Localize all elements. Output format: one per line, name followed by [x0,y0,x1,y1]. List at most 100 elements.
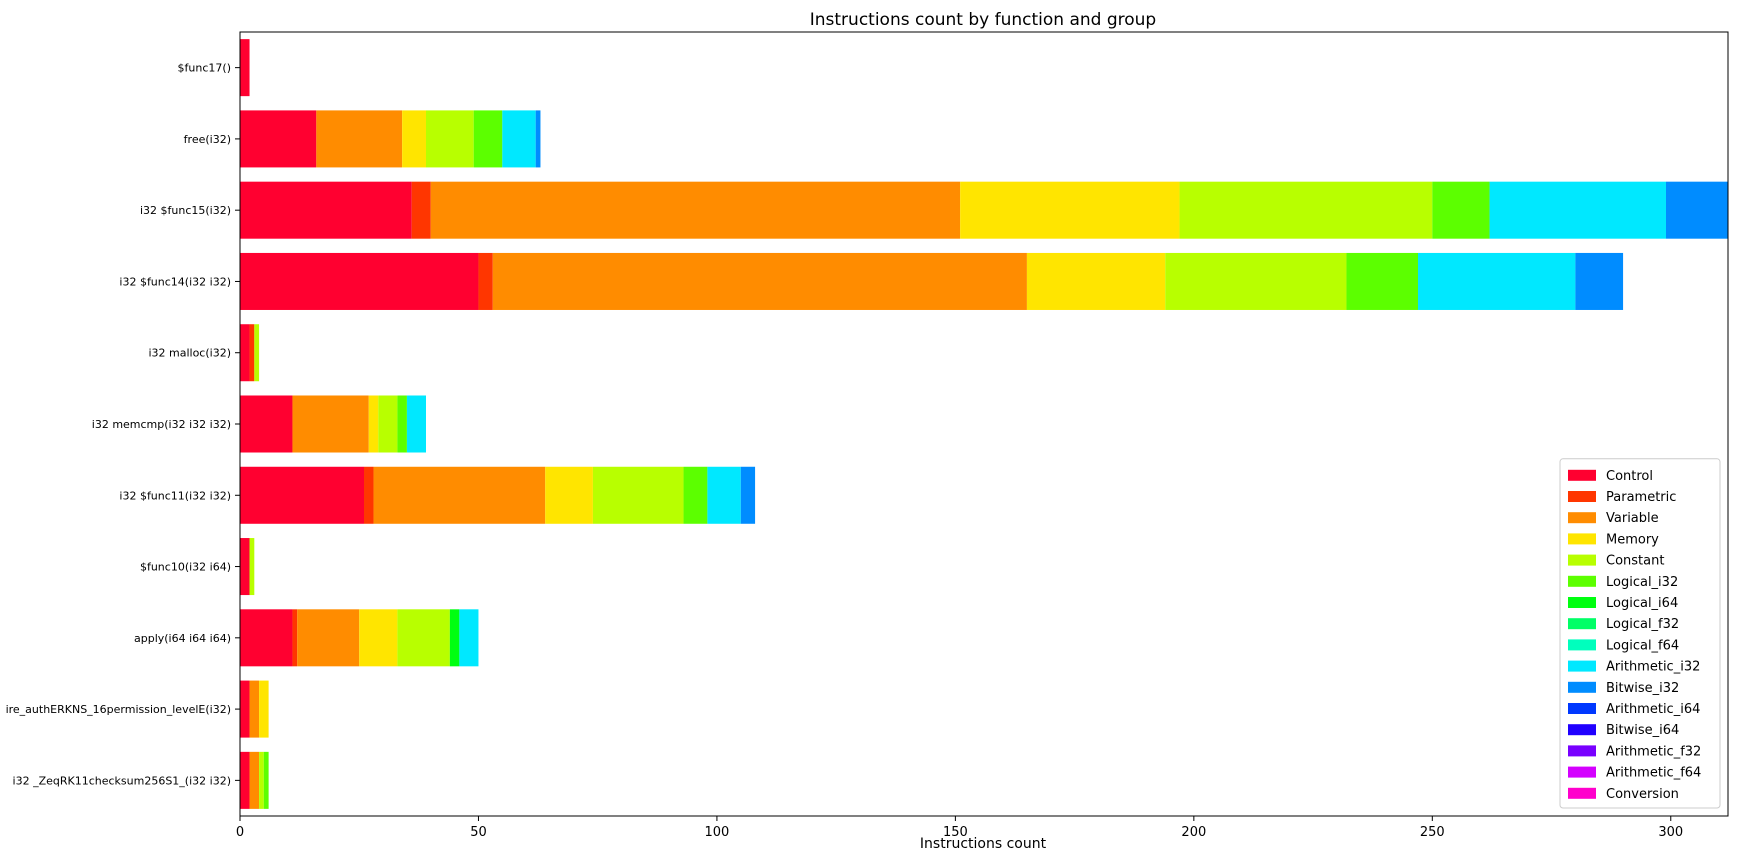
y-tick-label: ire_authERKNS_16permission_levelE(i32) [6,703,231,716]
legend-swatch [1568,660,1596,672]
y-tick-label: $func10(i32 i64) [140,561,231,574]
bar-segment [373,466,546,524]
legend-label: Memory [1606,532,1659,547]
legend-box [1559,458,1721,809]
bar-segment [240,324,250,382]
bar-segment [402,110,426,168]
bar-segment [364,466,374,524]
bar-segment [240,395,293,453]
bar-segment [1165,252,1347,310]
legend-label: Arithmetic_f32 [1606,744,1701,759]
legend-label: Bitwise_i64 [1606,723,1679,738]
legend-swatch [1568,766,1596,778]
legend-swatch [1568,618,1596,630]
legend-label: Logical_i64 [1606,596,1678,611]
legend-label: Variable [1606,511,1659,526]
bar-segment [240,181,412,239]
bar-segment [545,466,593,524]
bar-segment [535,110,541,168]
legend-swatch [1568,554,1596,566]
legend-label: Constant [1606,554,1664,569]
x-tick-label: 250 [1420,825,1445,840]
x-axis-ticks: 0 50 100 150 200 250 300 [236,816,1683,840]
legend-swatch [1568,512,1596,524]
y-axis-ticks: $func17() free(i32) i32 $func15(i32) i32 $f… [6,62,240,787]
bar-segment [292,395,369,453]
bar-segment [249,751,260,809]
bar-segment [259,680,269,738]
y-tick-label: i32 $func14(i32 i32) [119,275,231,288]
bar-segment [249,324,255,382]
bar-segment [240,609,293,667]
bar-segment [1418,252,1576,310]
bar-segment [492,252,1027,310]
y-tick-label: i32 _ZeqRK11checksum256S1_(i32 i32) [13,774,231,787]
legend-label: Conversion [1606,787,1679,802]
legend-swatch [1568,724,1596,736]
bar-segment [249,538,255,596]
legend-swatch [1568,533,1596,545]
bars-layer [240,39,1728,809]
bar-segment [378,395,398,453]
legend-swatch [1568,787,1596,799]
legend-label: Logical_f64 [1606,638,1679,653]
bar-segment [473,110,503,168]
bar-segment [1432,181,1490,239]
bar-segment [359,609,398,667]
bar-segment [397,395,407,453]
legend-swatch [1568,491,1596,502]
bar-segment [740,466,756,524]
bar-segment [254,324,260,382]
y-tick-label: i32 $func11(i32 i32) [119,489,231,502]
bar-segment [263,751,269,809]
legend-label: Parametric [1606,490,1676,505]
legend-swatch [1568,575,1596,587]
x-tick-label: 200 [1181,825,1206,840]
bar-segment [1666,181,1728,239]
bar-segment [478,252,493,310]
bar-segment [240,538,250,596]
legend-label: Logical_f32 [1606,617,1679,632]
bar-segment [592,466,684,524]
bar-segment [249,680,260,738]
bar-segment [1489,181,1666,239]
bar-segment [240,466,364,524]
legend-swatch [1568,681,1596,693]
legend-label: Logical_i32 [1606,575,1678,590]
legend-swatch [1568,703,1596,714]
legend-label: Bitwise_i32 [1606,681,1679,696]
legend-swatch [1568,745,1596,757]
bar-segment [1179,181,1433,239]
bar-segment [240,751,250,809]
legend-swatch [1568,597,1596,608]
legend-label: Control [1606,469,1653,484]
y-tick-label: i32 malloc(i32) [148,347,231,360]
bar-segment [459,609,479,667]
y-tick-label: $func17() [178,62,231,75]
bar-segment [1026,252,1166,310]
bar-segment [1346,252,1418,310]
bar-segment [240,680,250,738]
x-tick-label: 150 [943,825,968,840]
y-tick-label: i32 $func15(i32) [140,204,231,217]
bar-segment [259,751,264,809]
y-tick-label: apply(i64 i64 i64) [134,632,231,645]
x-tick-label: 0 [236,825,244,840]
bar-segment [368,395,379,453]
bar-segment [683,466,708,524]
chart-title: Instructions count by function and group [810,10,1156,30]
bar-segment [292,609,298,667]
bar-segment [411,181,431,239]
legend-swatch [1568,469,1596,481]
bar-segment [240,39,250,97]
y-tick-label: i32 memcmp(i32 i32 i32) [92,418,231,431]
bar-segment [397,609,450,667]
plot-frame [239,31,1729,817]
x-axis-label: Instructions count [920,836,1047,850]
legend-label: Arithmetic_i32 [1606,660,1700,675]
legend-label: Arithmetic_i64 [1606,702,1700,717]
bar-segment [430,181,961,239]
bar-segment [449,609,460,667]
bar-segment [240,110,317,168]
